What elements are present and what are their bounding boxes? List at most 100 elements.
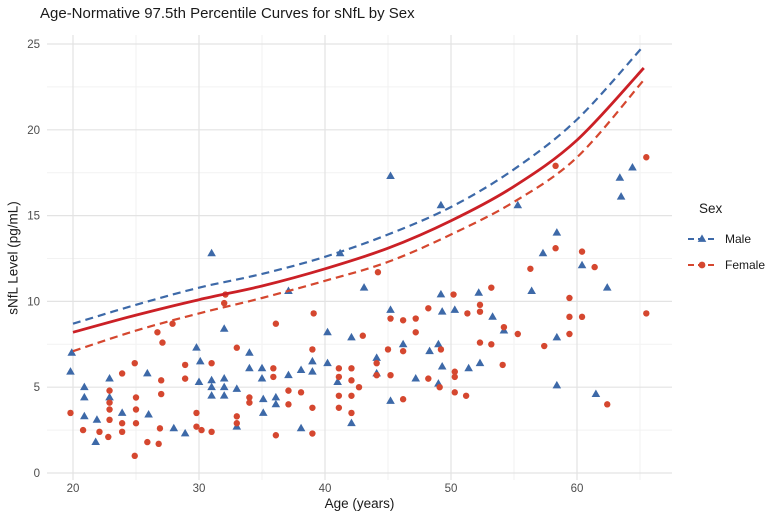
data-point-female	[451, 389, 458, 396]
data-point-female	[425, 305, 432, 312]
data-point-female	[118, 420, 126, 427]
data-point-female	[451, 368, 458, 375]
data-point-female	[643, 154, 650, 161]
data-point-male	[333, 377, 342, 385]
x-tick-label: 60	[571, 483, 584, 495]
data-point-male	[425, 346, 434, 355]
data-point-male	[538, 248, 548, 257]
data-point-male	[207, 248, 216, 257]
data-point-female	[387, 371, 394, 379]
data-point-female	[132, 394, 140, 401]
data-point-male	[271, 399, 281, 408]
data-point-female	[488, 341, 495, 348]
data-point-female	[233, 344, 240, 351]
data-point-female	[604, 401, 611, 408]
data-point-male	[143, 368, 152, 377]
data-point-male	[219, 374, 229, 382]
data-point-male	[258, 408, 268, 416]
data-point-female	[436, 384, 443, 391]
data-point-female	[425, 375, 432, 382]
data-point-female	[552, 245, 559, 252]
data-point-male	[91, 437, 100, 446]
data-point-male	[552, 332, 562, 341]
data-point-male	[67, 348, 77, 356]
data-point-male	[232, 384, 242, 392]
data-point-male	[372, 353, 381, 361]
data-point-female	[462, 392, 470, 399]
data-point-male	[474, 288, 484, 296]
data-point-male	[219, 382, 229, 391]
data-point-female	[591, 263, 598, 271]
data-point-female	[387, 315, 394, 322]
data-point-male	[450, 305, 460, 313]
data-point-male	[308, 356, 317, 365]
data-point-female	[348, 409, 355, 417]
data-point-male	[80, 382, 89, 391]
data-point-female	[208, 428, 215, 436]
data-point-female	[450, 291, 457, 298]
data-point-female	[437, 346, 445, 353]
data-point-male	[411, 374, 421, 382]
data-point-female	[335, 404, 343, 411]
data-point-male	[284, 370, 293, 379]
data-point-male	[144, 410, 153, 418]
data-point-male	[437, 307, 447, 315]
data-point-female	[399, 317, 407, 324]
data-point-female	[348, 377, 355, 384]
data-point-male	[436, 200, 446, 209]
data-point-male	[219, 391, 229, 399]
legend: Sex Male Female	[687, 201, 765, 278]
data-point-female	[181, 361, 189, 369]
legend-entry-male: Male	[687, 226, 765, 252]
curve-female	[72, 79, 645, 353]
data-point-male	[296, 423, 306, 432]
data-point-female	[310, 310, 317, 317]
data-point-male	[347, 418, 356, 427]
data-point-male	[323, 358, 332, 367]
data-point-female	[412, 329, 419, 336]
data-point-female	[67, 409, 74, 417]
data-point-female	[514, 330, 521, 338]
data-point-male	[323, 327, 332, 336]
data-point-male	[117, 408, 127, 416]
legend-label-female: Female	[725, 258, 766, 272]
data-point-female	[246, 399, 253, 406]
data-point-female	[355, 384, 363, 391]
y-tick-label: 10	[27, 296, 40, 308]
data-point-female	[158, 377, 165, 384]
legend-title: Sex	[699, 201, 723, 216]
y-axis-title: sNfL Level (pg/mL)	[5, 201, 21, 315]
legend-entry-female: Female	[687, 252, 765, 278]
data-point-female	[105, 433, 112, 441]
y-tick-label: 15	[27, 211, 40, 223]
data-point-female	[106, 399, 113, 406]
legend-label-male: Male	[725, 232, 752, 246]
data-point-female	[118, 428, 126, 436]
data-point-female	[399, 347, 407, 355]
data-point-male	[347, 332, 356, 341]
data-point-female	[335, 373, 343, 381]
data-point-female	[132, 406, 140, 413]
data-point-female	[272, 320, 280, 327]
x-tick-label: 30	[193, 483, 206, 495]
legend-key-circle	[698, 261, 706, 269]
data-point-male	[257, 374, 267, 382]
data-point-female	[106, 387, 113, 394]
data-point-female	[181, 375, 189, 382]
data-point-male	[386, 396, 395, 404]
data-point-male	[591, 389, 601, 397]
data-point-female	[335, 392, 343, 399]
data-point-female	[155, 440, 162, 448]
y-tick-label: 5	[34, 382, 40, 394]
data-point-male	[359, 283, 369, 291]
data-point-female	[131, 452, 138, 460]
x-tick-label: 50	[445, 483, 458, 495]
data-point-male	[577, 260, 587, 269]
data-point-female	[285, 401, 292, 408]
data-point-female	[272, 432, 280, 439]
data-point-female	[643, 310, 650, 317]
x-tick-label: 20	[67, 483, 80, 495]
data-point-male	[386, 305, 395, 313]
data-point-female	[476, 301, 484, 309]
data-point-female	[309, 346, 316, 353]
